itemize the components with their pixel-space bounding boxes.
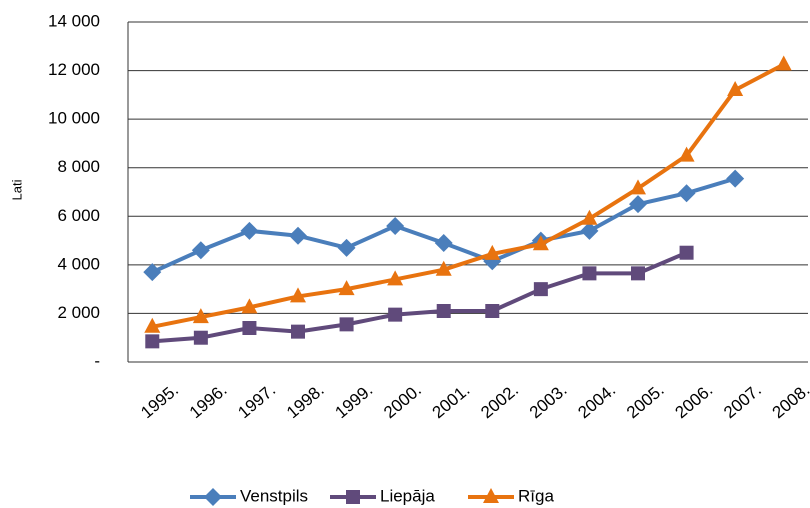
point-marker (240, 221, 259, 240)
point-marker (291, 324, 305, 339)
point-marker (193, 330, 208, 345)
point-marker (727, 81, 744, 96)
point-marker (582, 266, 597, 281)
legend-marker (483, 488, 499, 503)
point-marker (485, 304, 500, 318)
legend-marker (204, 488, 222, 506)
point-marker (580, 221, 599, 240)
x-tick-label: 2003. (526, 380, 571, 422)
point-marker (726, 169, 745, 188)
x-tick-label: 2002. (477, 380, 522, 422)
point-marker (337, 238, 356, 257)
x-tick-label: 2001. (429, 380, 474, 422)
y-tick-label: 4 000 (57, 254, 100, 273)
x-tick-label: 2000. (380, 380, 425, 422)
x-tick-label: 1999. (332, 380, 377, 422)
point-marker (435, 260, 452, 276)
x-tick-label: 2005. (623, 380, 668, 422)
y-tick-label: 10 000 (48, 109, 100, 128)
x-tick-label: 2006. (672, 380, 717, 422)
point-marker (629, 195, 647, 214)
x-tick-label: 2008. (769, 380, 810, 422)
point-marker (145, 334, 160, 349)
legend-label: Venstpils (240, 486, 308, 505)
point-marker (630, 179, 646, 195)
point-marker (289, 226, 307, 245)
legend-label: Rīga (518, 486, 554, 505)
x-tick-label: 2007. (720, 380, 765, 422)
point-marker (436, 304, 451, 318)
point-marker (581, 209, 598, 225)
y-tick-label: 6 000 (57, 206, 100, 225)
point-marker (387, 270, 404, 286)
point-marker (775, 55, 792, 71)
point-marker (339, 317, 354, 332)
x-tick-label: 1997. (234, 380, 279, 422)
point-marker (386, 217, 405, 235)
point-marker (191, 241, 210, 260)
point-marker (143, 263, 162, 282)
series-line (151, 176, 736, 274)
point-marker (532, 235, 549, 251)
point-marker (434, 234, 453, 252)
x-tick-label: 1995. (137, 380, 182, 422)
point-marker (679, 245, 694, 260)
x-tick-label: 1998. (283, 380, 328, 422)
point-marker (290, 287, 306, 303)
y-tick-label: - (94, 351, 100, 370)
point-marker (631, 266, 645, 281)
point-marker (533, 282, 548, 297)
series-line (151, 62, 785, 329)
y-tick-label: 8 000 (57, 157, 100, 176)
y-tick-label: 2 000 (57, 303, 100, 322)
point-marker (677, 184, 696, 203)
point-marker (144, 317, 161, 333)
y-tick-label: 12 000 (48, 60, 100, 79)
point-marker (241, 298, 258, 314)
legend-label: Liepāja (380, 486, 435, 505)
x-tick-label: 2004. (574, 380, 619, 422)
point-marker (192, 308, 209, 324)
series-line (152, 250, 688, 344)
y-axis-label: Lati (9, 179, 24, 200)
point-marker (242, 321, 257, 335)
legend-marker (346, 490, 360, 504)
y-tick-label: 14 000 (48, 11, 100, 30)
point-marker (388, 307, 403, 322)
point-marker (484, 244, 501, 260)
point-marker (338, 280, 355, 296)
point-marker (678, 146, 695, 162)
x-tick-label: 1996. (186, 380, 231, 422)
